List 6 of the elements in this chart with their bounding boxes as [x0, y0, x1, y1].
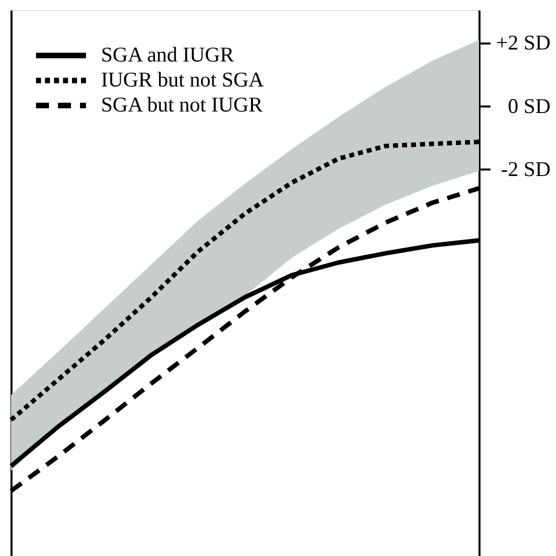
legend-label: SGA and IUGR	[101, 42, 234, 66]
y-tick-label: -2 SD	[500, 156, 550, 181]
y-tick-label: +2 SD	[496, 30, 550, 55]
legend-label: SGA but not IUGR	[101, 92, 263, 116]
y-tick-label: 0 SD	[508, 94, 550, 118]
legend-label: IUGR but not SGA	[101, 68, 265, 92]
